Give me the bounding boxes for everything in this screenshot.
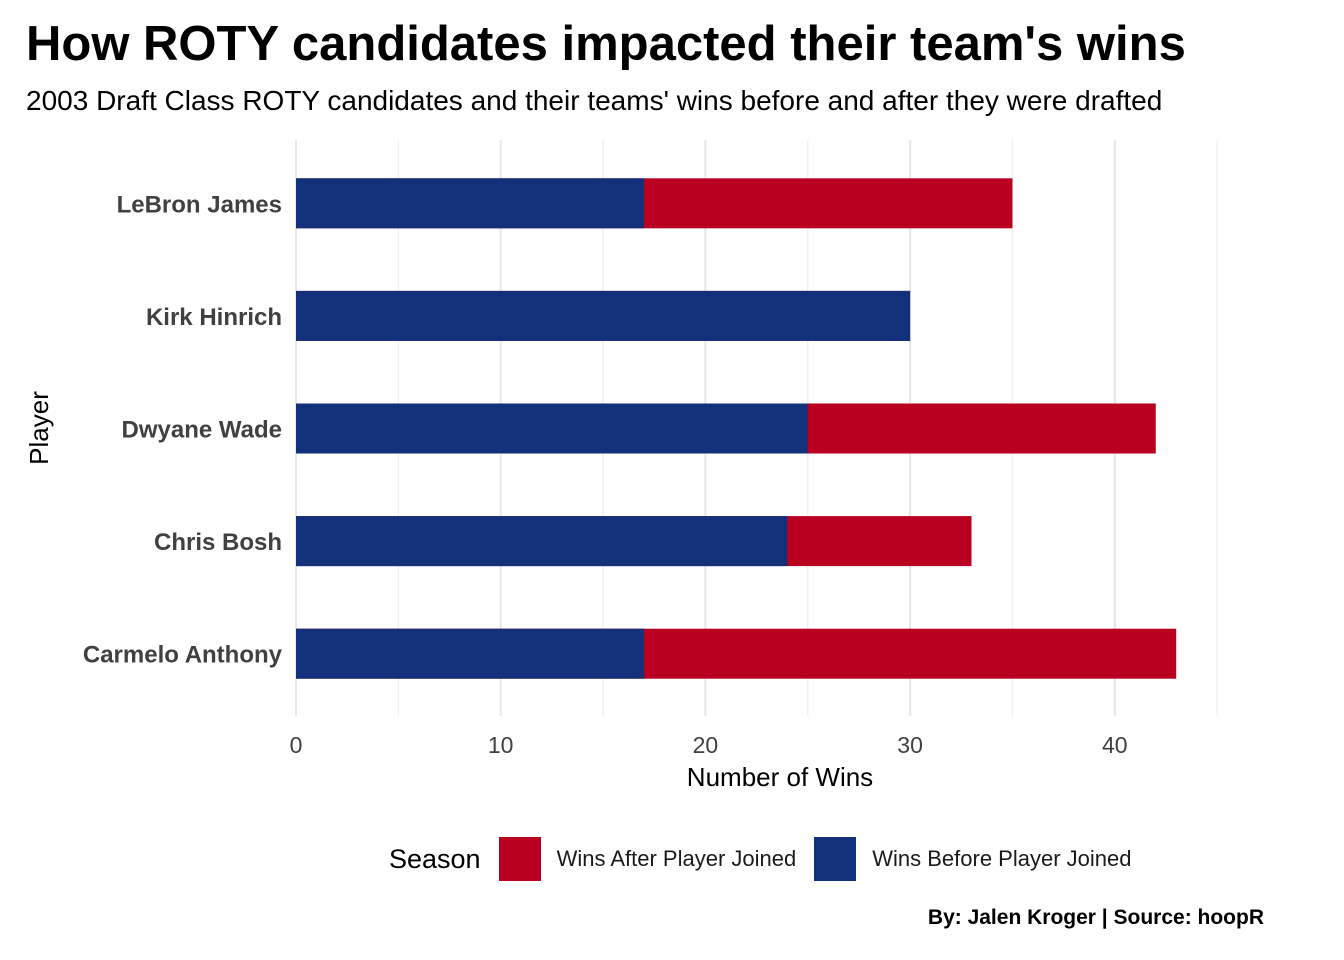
- bar-before: [296, 403, 808, 454]
- bar-before: [296, 290, 911, 341]
- y-tick-label: Chris Bosh: [154, 529, 282, 556]
- x-axis-label: Number of Wins: [687, 762, 873, 792]
- legend-label-before: Wins Before Player Joined: [872, 846, 1132, 871]
- x-tick-label: 0: [290, 732, 303, 758]
- x-tick-labels: 0 10 20 30 40: [290, 732, 1128, 758]
- legend-key-before: [814, 837, 857, 881]
- y-tick-label: LeBron James: [117, 191, 282, 218]
- chart-title: How ROTY candidates impacted their team'…: [26, 17, 1186, 71]
- y-tick-label: Kirk Hinrich: [146, 304, 282, 331]
- y-tick-label: Carmelo Anthony: [83, 642, 283, 669]
- legend-key-after: [498, 837, 541, 881]
- y-tick-labels: LeBron James Kirk Hinrich Dwyane Wade Chris…: [83, 191, 283, 668]
- bar-before: [296, 178, 644, 229]
- legend: Season Wins After Player Joined Wins Bef…: [389, 836, 1149, 882]
- legend-title: Season: [389, 843, 481, 874]
- x-tick-label: 10: [488, 732, 514, 758]
- legend-label-after: Wins After Player Joined: [556, 846, 797, 871]
- x-tick-label: 40: [1102, 732, 1128, 758]
- x-tick-label: 20: [693, 732, 719, 758]
- bars: [296, 178, 1177, 679]
- x-tick-label: 30: [897, 732, 923, 758]
- caption: By: Jalen Kroger | Source: hoopR: [927, 906, 1264, 929]
- bar-before: [296, 628, 644, 679]
- chart-subtitle: 2003 Draft Class ROTY candidates and the…: [26, 85, 1163, 116]
- y-tick-label: Dwyane Wade: [122, 417, 283, 444]
- y-axis-label: Player: [24, 391, 54, 465]
- bar-before: [296, 516, 788, 567]
